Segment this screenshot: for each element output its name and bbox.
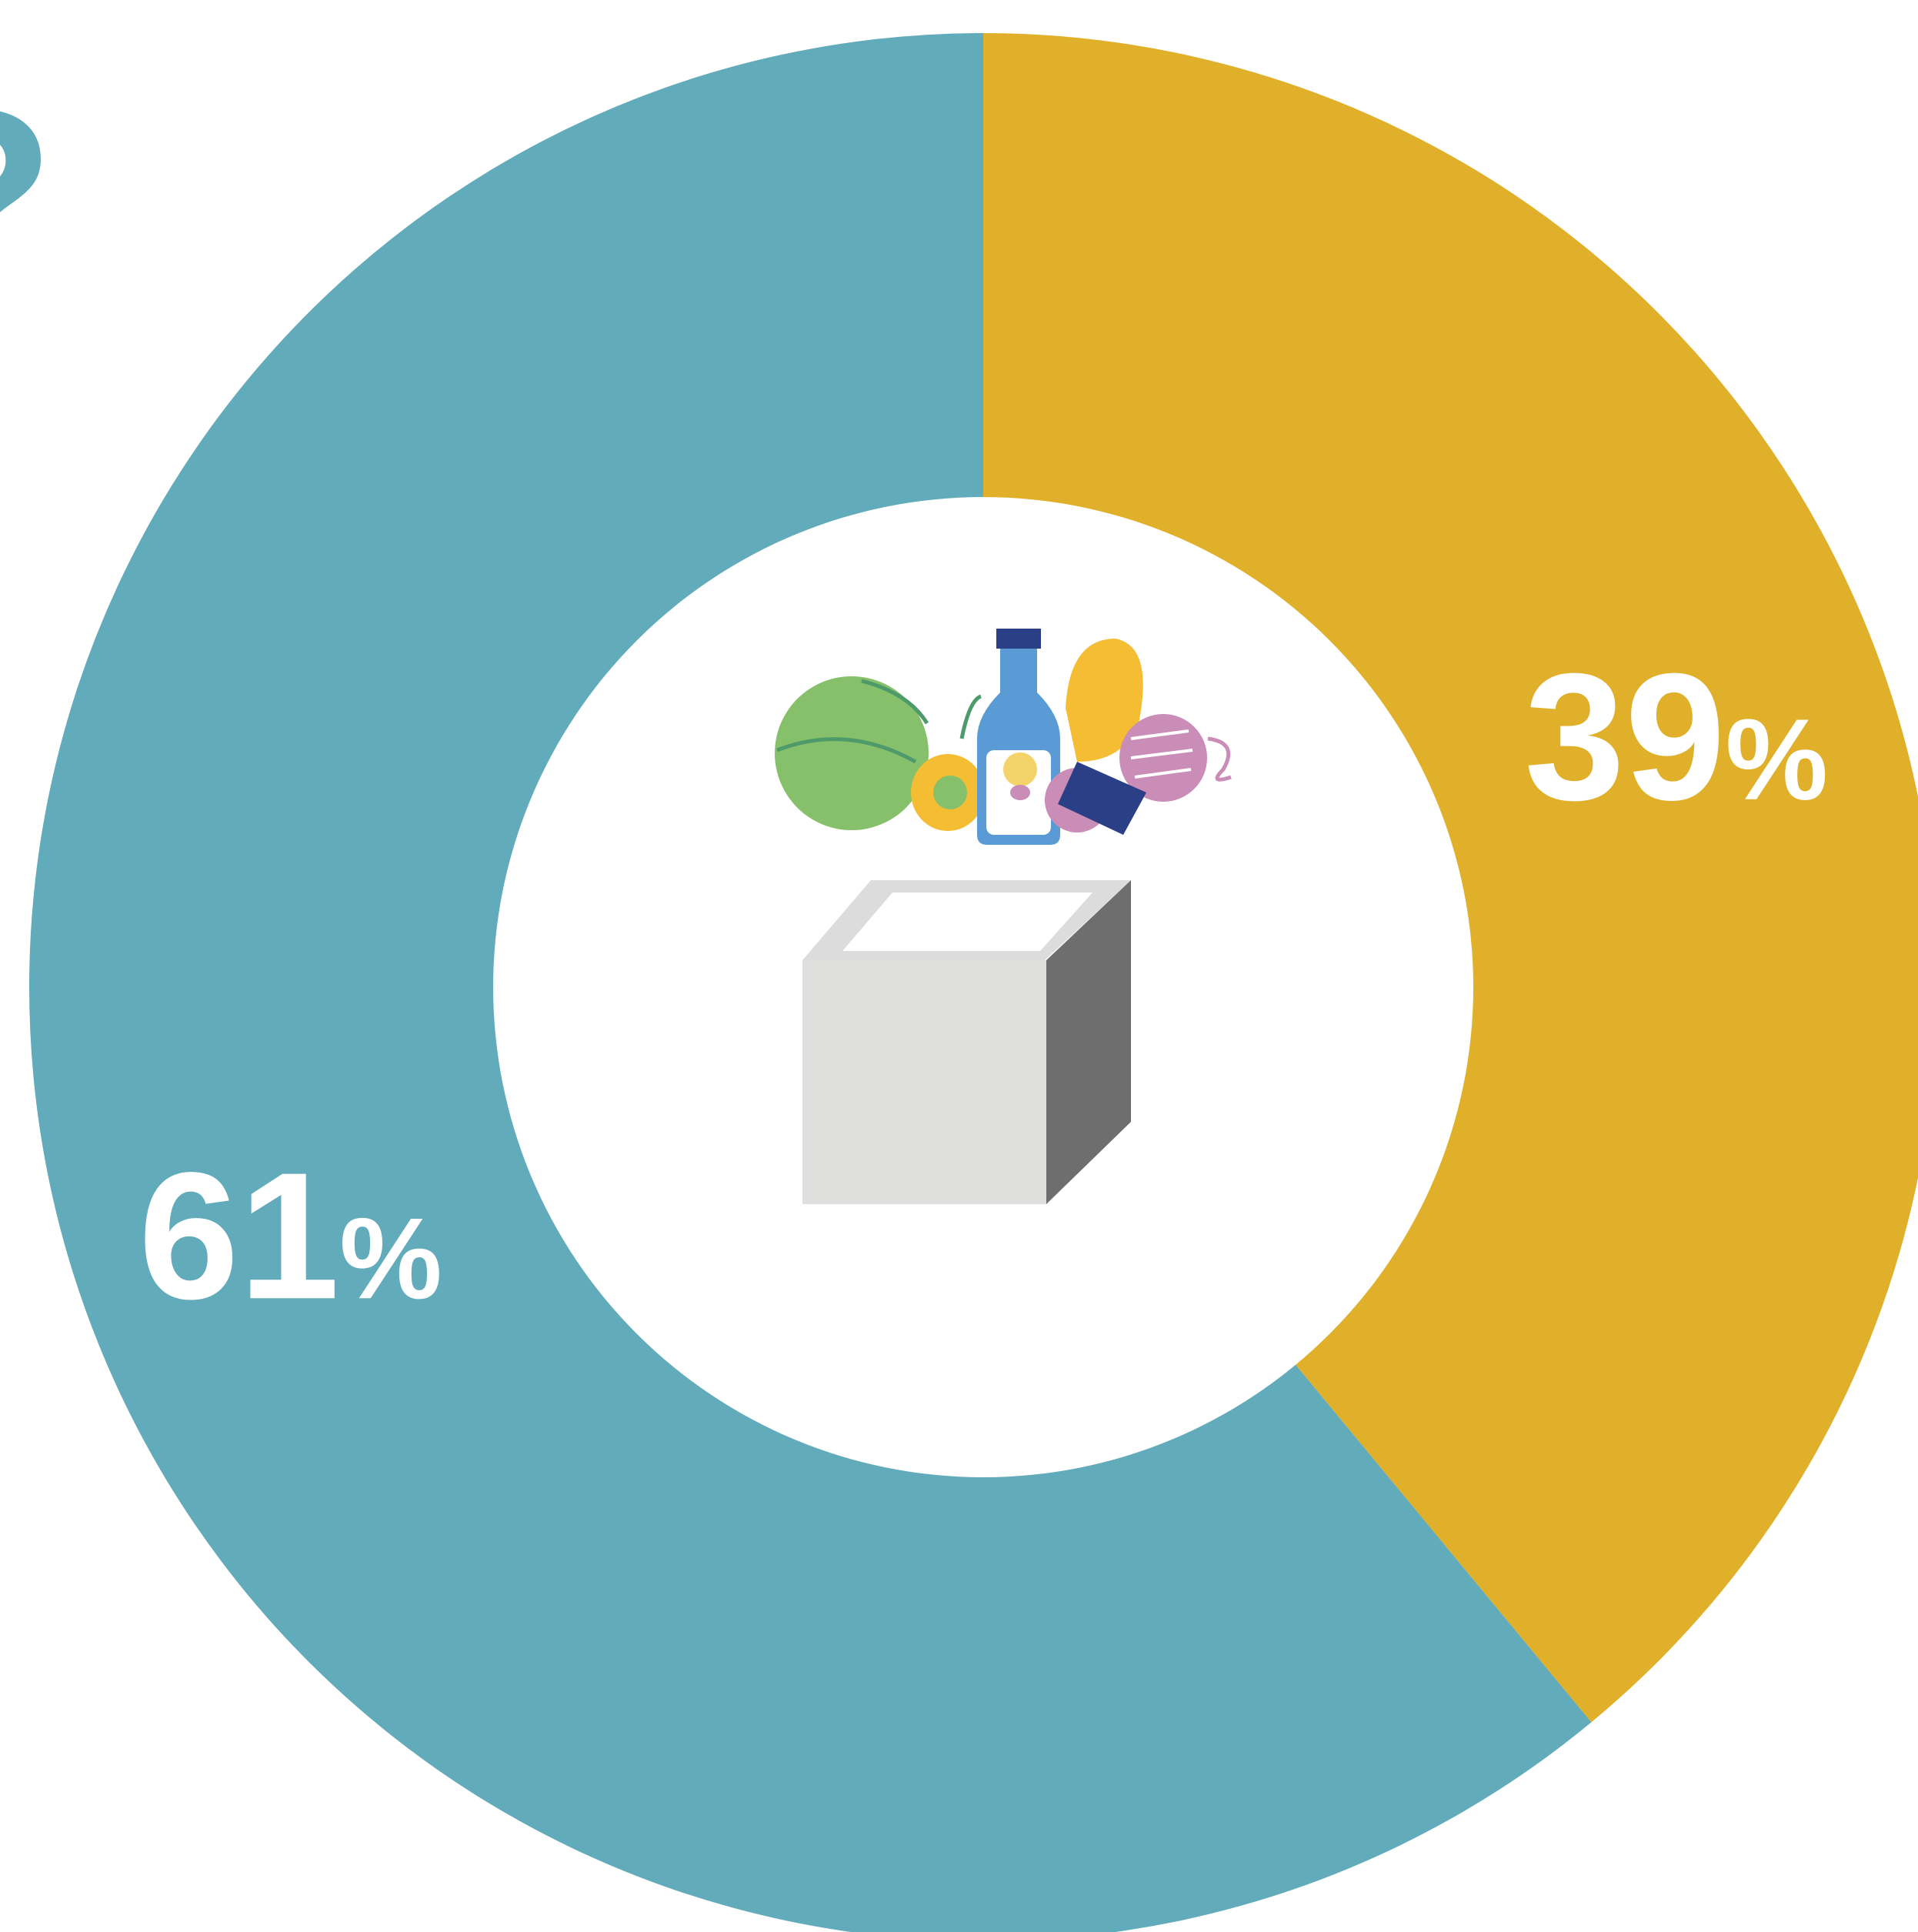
box-icon bbox=[802, 880, 1131, 1204]
chart: ? 39%61% bbox=[0, 0, 1918, 1932]
chart-title: ? bbox=[0, 56, 55, 340]
page: {"chart_data": {"type": "donut", "title"… bbox=[0, 0, 1918, 1932]
